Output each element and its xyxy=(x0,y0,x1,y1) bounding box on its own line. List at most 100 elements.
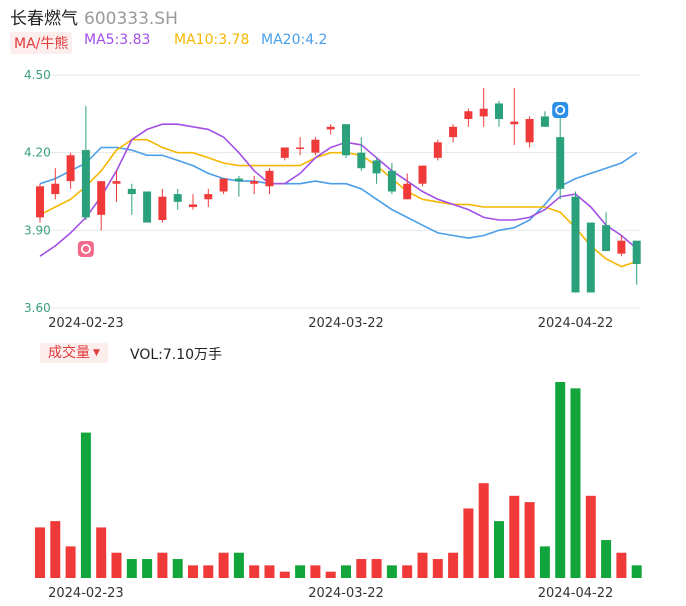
candle-body xyxy=(433,142,442,158)
volume-bar xyxy=(494,521,504,578)
volume-bar xyxy=(50,521,61,578)
candle-body xyxy=(449,126,458,138)
volume-bar xyxy=(249,565,260,578)
volume-bar xyxy=(585,495,596,578)
volume-bar xyxy=(448,552,459,578)
candle-body xyxy=(510,121,519,125)
candle-body xyxy=(189,204,197,208)
candle-body xyxy=(204,194,213,200)
candle-body xyxy=(495,103,503,120)
candle-body xyxy=(387,170,396,192)
volume-bar xyxy=(432,559,443,578)
candle-body xyxy=(342,124,350,156)
volume-bar xyxy=(478,483,489,578)
volume-bar xyxy=(341,565,351,578)
candle-body xyxy=(372,160,381,174)
date-tick-label: 2024-03-22 xyxy=(308,586,384,601)
volume-bar xyxy=(310,565,321,578)
ma10-line xyxy=(39,138,637,268)
ma20-line xyxy=(39,146,638,239)
volume-bar xyxy=(616,552,627,578)
candle-body xyxy=(571,196,580,293)
candle-body xyxy=(234,178,243,182)
volume-bar xyxy=(325,571,336,578)
date-tick-label: 2024-04-22 xyxy=(538,586,614,601)
volume-bars xyxy=(35,382,642,578)
candle-body xyxy=(602,225,611,252)
volume-bar xyxy=(356,559,367,578)
volume-bar xyxy=(386,565,397,578)
date-tick-label: 2024-04-22 xyxy=(538,316,614,331)
volume-bar xyxy=(111,552,122,578)
candle-body xyxy=(81,150,90,218)
candle-body xyxy=(250,181,259,184)
volume-bar xyxy=(80,432,91,578)
candle-body xyxy=(525,119,534,143)
candle-body xyxy=(265,170,274,187)
date-axis-top: 2024-02-23 2024-03-22 2024-04-22 xyxy=(48,316,613,331)
candle-body xyxy=(479,108,488,117)
volume-bar xyxy=(601,540,612,578)
stock-name: 长春燃气 xyxy=(10,9,78,29)
candle-body xyxy=(586,222,595,293)
candle-body xyxy=(357,152,366,169)
volume-bar xyxy=(555,382,566,578)
ma10-label: MA10:3.78 xyxy=(174,32,250,48)
stock-title: 长春燃气 600333.SH xyxy=(10,4,178,29)
candle-body xyxy=(418,165,427,184)
candle-body xyxy=(66,155,75,182)
volume-bar xyxy=(295,565,306,578)
volume-mode-button[interactable]: 成交量 ▼ xyxy=(40,343,108,363)
ma-lines xyxy=(39,123,638,268)
badge-dot xyxy=(82,245,90,253)
stock-code: 600333.SH xyxy=(84,9,178,29)
price-axis: 4.50 4.20 3.90 3.60 xyxy=(24,68,51,315)
badge-dot xyxy=(557,106,564,114)
volume-bar xyxy=(142,559,153,578)
ma5-label: MA5:3.83 xyxy=(84,32,151,48)
volume-bar xyxy=(539,546,550,578)
volume-bar xyxy=(203,565,214,578)
volume-bar xyxy=(188,565,198,578)
price-tick-label: 3.60 xyxy=(24,301,51,315)
volume-value-label: VOL:7.10万手 xyxy=(130,347,223,363)
candle-body xyxy=(556,137,565,189)
volume-bar xyxy=(218,552,229,578)
date-tick-label: 2024-02-23 xyxy=(48,316,124,331)
date-axis-bottom: 2024-02-23 2024-03-22 2024-04-22 xyxy=(48,586,613,601)
signal-badges xyxy=(77,102,569,257)
candle-body xyxy=(296,147,305,149)
candle-body xyxy=(632,240,641,264)
candle-body xyxy=(51,183,60,195)
candle-body xyxy=(280,147,289,158)
volume-bar xyxy=(524,502,535,578)
ma5-line xyxy=(39,123,638,257)
candle-body xyxy=(219,178,228,192)
date-tick-label: 2024-02-23 xyxy=(48,586,124,601)
ma20-label: MA20:4.2 xyxy=(261,32,328,48)
candle-body xyxy=(173,194,182,202)
volume-bar xyxy=(570,388,581,578)
volume-bar xyxy=(172,559,183,578)
volume-bar xyxy=(371,559,382,578)
volume-bar xyxy=(233,552,244,578)
candle-body xyxy=(143,191,152,223)
volume-bar xyxy=(65,546,76,578)
candle-body xyxy=(36,186,44,218)
candle-body xyxy=(617,240,626,254)
volume-bar xyxy=(126,559,137,578)
candle-body xyxy=(311,139,320,153)
caret-down-icon: ▼ xyxy=(93,348,100,358)
ma-mode-button[interactable]: MA/牛熊 xyxy=(10,32,73,54)
candle-body xyxy=(112,181,121,184)
candle-body xyxy=(326,126,335,130)
volume-bar xyxy=(35,527,45,578)
candle-body xyxy=(464,111,473,120)
candle-body xyxy=(403,183,412,200)
price-tick-label: 3.90 xyxy=(24,223,51,237)
volume-bar xyxy=(509,495,520,578)
candle-body xyxy=(97,181,106,215)
candle-body xyxy=(158,196,167,220)
candles xyxy=(36,87,641,293)
